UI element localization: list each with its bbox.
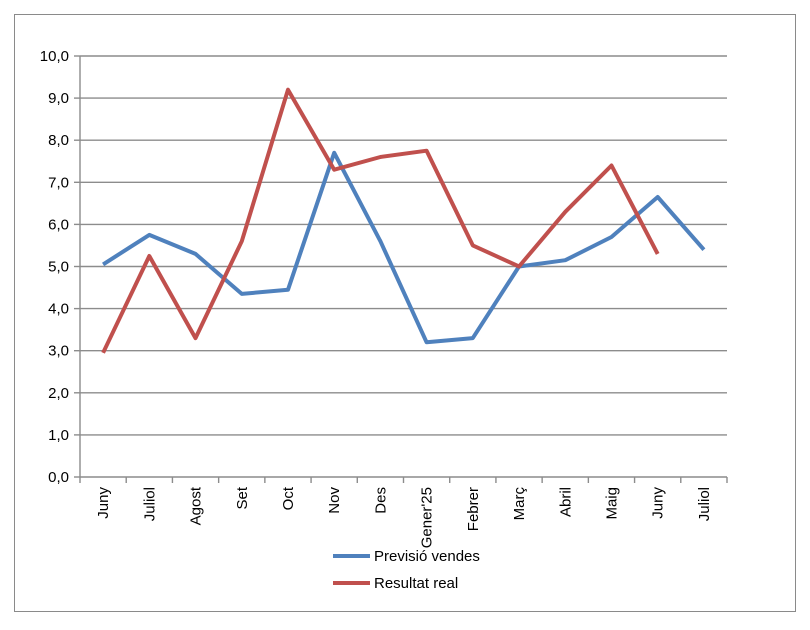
legend-label: Previsió vendes <box>374 548 480 565</box>
x-tick-label: Juliol <box>141 487 158 521</box>
x-tick-label: Set <box>234 486 251 509</box>
series-lines <box>101 87 706 354</box>
x-tick-label: Gener'25 <box>419 487 436 548</box>
x-tick-label: Juny <box>95 487 112 519</box>
x-tick-label: Juliol <box>696 487 713 521</box>
y-tick-label: 1,0 <box>48 427 69 444</box>
y-tick-label: 8,0 <box>48 132 69 149</box>
x-tick-label: Des <box>372 487 389 514</box>
x-tick-label: Abril <box>557 487 574 517</box>
x-tick-label: Febrer <box>465 487 482 531</box>
chart-frame <box>14 14 796 612</box>
y-tick-label: 9,0 <box>48 90 69 107</box>
y-tick-label: 0,0 <box>48 469 69 486</box>
legend: Previsió vendes Resultat real <box>333 548 480 592</box>
y-tick-label: 6,0 <box>48 216 69 233</box>
y-tick-label: 10,0 <box>40 48 69 65</box>
y-tick-labels: 0,0 1,0 2,0 3,0 4,0 5,0 6,0 7,0 8,0 9,0 10,0 <box>40 48 69 486</box>
series-line-2 <box>101 87 660 354</box>
x-tick-label: Març <box>511 487 528 521</box>
legend-label: Resultat real <box>374 575 458 592</box>
y-tick-label: 4,0 <box>48 301 69 318</box>
series-line-1 <box>102 150 706 345</box>
y-tick-label: 7,0 <box>48 174 69 191</box>
x-tick-labels: Juny Juliol Agost Set Oct Nov Des Gener'25 Febre… <box>95 486 713 548</box>
x-tick-label: Juny <box>650 487 667 519</box>
x-tick-label: Agost <box>188 486 205 525</box>
axes <box>74 55 728 483</box>
y-tick-label: 5,0 <box>48 259 69 276</box>
y-tick-label: 3,0 <box>48 343 69 360</box>
x-tick-label: Oct <box>280 486 297 510</box>
x-tick-label: Maig <box>603 487 620 520</box>
y-tick-label: 2,0 <box>48 385 69 402</box>
x-tick-label: Nov <box>326 487 343 514</box>
